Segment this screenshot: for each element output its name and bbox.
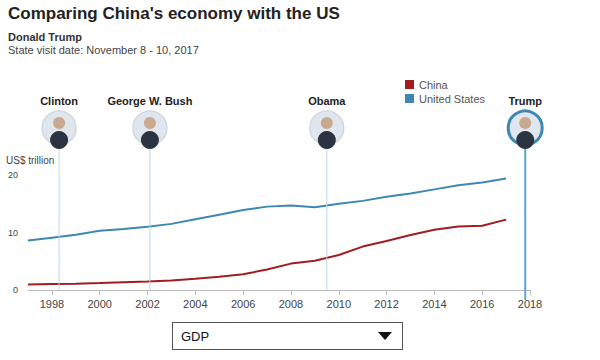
svg-text:2002: 2002 (135, 298, 159, 310)
svg-text:0: 0 (13, 285, 18, 295)
svg-text:George W. Bush: George W. Bush (107, 95, 192, 107)
svg-text:2006: 2006 (231, 298, 255, 310)
svg-text:2016: 2016 (470, 298, 494, 310)
html-text:Comparing China's economy with: Comparing China's economy with the US (8, 4, 340, 23)
svg-text:2010: 2010 (327, 298, 351, 310)
svg-text:Clinton: Clinton (40, 95, 78, 107)
svg-text:10: 10 (8, 228, 18, 238)
html-text:GDP: GDP (181, 329, 210, 344)
svg-text:China: China (419, 79, 449, 91)
svg-text:2018: 2018 (518, 298, 542, 310)
svg-text:1998: 1998 (40, 298, 64, 310)
svg-text:2012: 2012 (374, 298, 398, 310)
svg-text:2014: 2014 (422, 298, 446, 310)
svg-text:2004: 2004 (183, 298, 207, 310)
html-text:Donald Trump: Donald Trump (8, 31, 82, 43)
html-text:State visit date: November 8 -: State visit date: November 8 - 10, 2017 (8, 44, 199, 56)
svg-text:US$ trillion: US$ trillion (6, 155, 54, 166)
svg-text:2000: 2000 (87, 298, 111, 310)
svg-text:2008: 2008 (279, 298, 303, 310)
svg-text:United States: United States (419, 93, 486, 105)
svg-text:20: 20 (8, 170, 18, 180)
svg-text:Trump: Trump (508, 95, 542, 107)
svg-text:Obama: Obama (308, 95, 346, 107)
